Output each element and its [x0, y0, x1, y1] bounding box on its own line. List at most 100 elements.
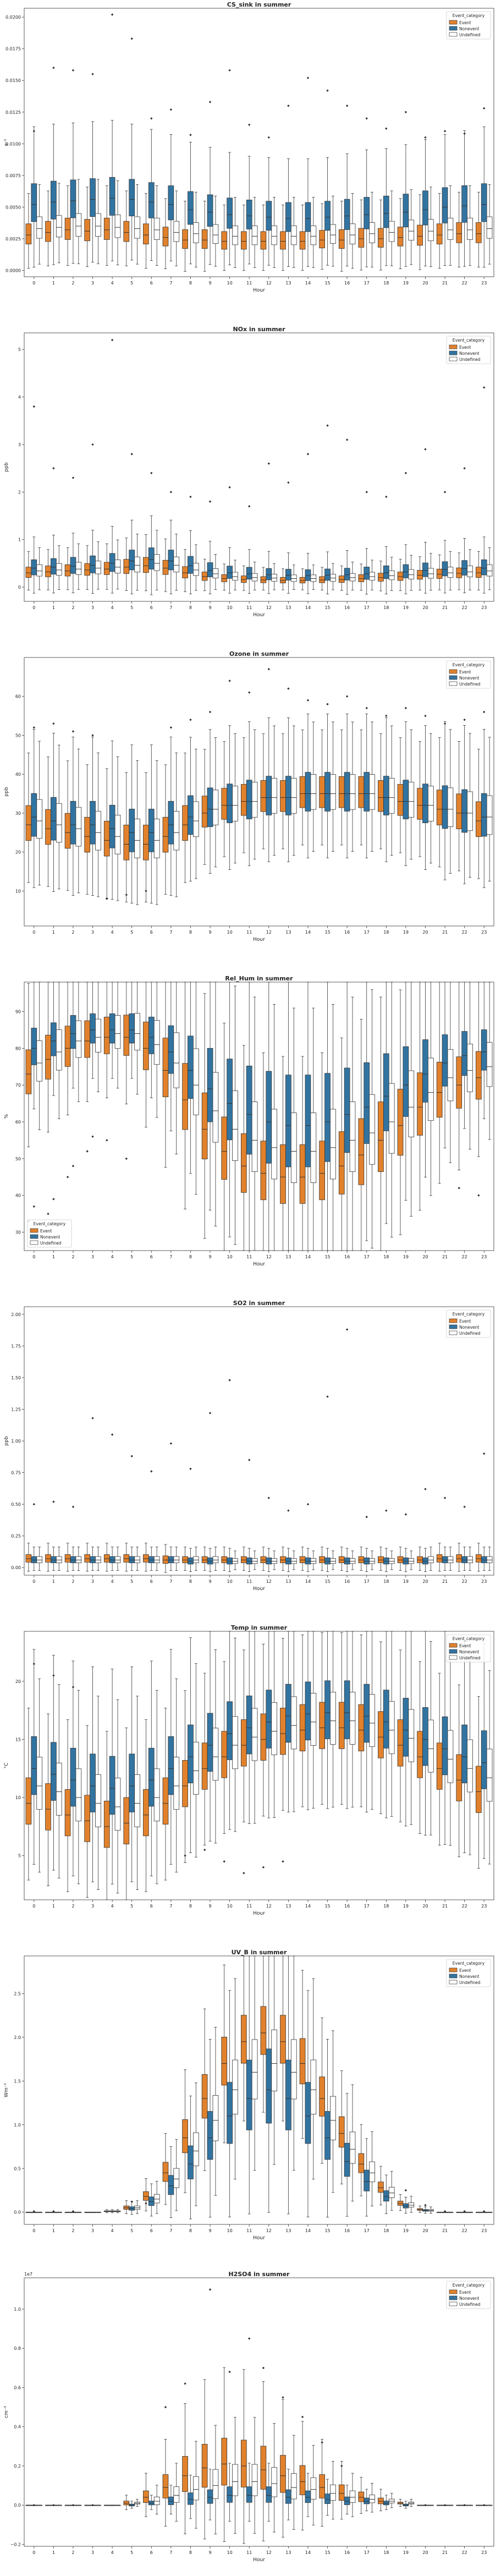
box-nonevent-hour-15	[324, 1680, 331, 1739]
box-nonevent-hour-10	[227, 2082, 233, 2144]
outlier-point	[130, 453, 133, 456]
box-event-hour-5	[123, 1554, 130, 1563]
x-tick-label: 7	[169, 1254, 172, 1259]
box-nonevent-hour-11	[246, 567, 252, 580]
box-event-hour-19	[397, 1719, 404, 1767]
y-tick-label: 2.5	[14, 1991, 21, 1996]
chart-panel-7: H2SO4 in summer −0.2 0.0 0.2 0.4 0.6 0.8 1.0 1e7…	[4, 2271, 494, 2563]
x-tick-label: 22	[462, 2228, 467, 2233]
box-undefined-hour-1	[56, 1556, 62, 1563]
y-tick-label: 10	[15, 889, 21, 894]
box-undefined-hour-15	[330, 2096, 336, 2141]
outlier-point	[483, 386, 486, 389]
box-undefined-hour-11	[251, 782, 258, 818]
box-undefined-hour-2	[75, 1020, 82, 1058]
box-undefined-hour-7	[173, 1556, 180, 1563]
box-event-hour-23	[475, 801, 482, 837]
chart-title: Ozone in summer	[229, 650, 289, 657]
x-tick-label: 20	[422, 605, 428, 610]
box-undefined-hour-13	[290, 2039, 297, 2100]
box-event-hour-2	[64, 813, 71, 849]
outlier-point	[130, 2200, 133, 2203]
x-tick-label: 11	[246, 605, 252, 610]
x-tick-label: 2	[71, 1254, 74, 1259]
outlier-point	[321, 2441, 323, 2444]
box-nonevent-hour-21	[442, 561, 448, 577]
x-tick-label: 16	[344, 1904, 350, 1909]
box-event-hour-10	[221, 2037, 228, 2086]
box-event-hour-15	[319, 776, 325, 808]
box-event-hour-14	[299, 1556, 306, 1563]
box-event-hour-13	[280, 2455, 286, 2493]
box-nonevent-hour-4	[109, 805, 115, 848]
box-nonevent-hour-19	[403, 194, 409, 227]
box-nonevent-hour-15	[324, 1073, 331, 1162]
x-tick-label: 10	[227, 1254, 233, 1259]
x-tick-label: 7	[169, 930, 172, 935]
box-nonevent-hour-23	[481, 793, 487, 837]
y-axis-label: °C	[4, 1763, 9, 1769]
outlier-point	[483, 710, 486, 714]
box-nonevent-hour-7	[168, 1736, 174, 1795]
legend-swatch-event	[449, 1318, 458, 1323]
legend-swatch-undefined	[30, 1240, 38, 1245]
outlier-point	[32, 130, 35, 133]
box-nonevent-hour-12	[266, 776, 272, 815]
y-tick-label: 0.0100	[5, 141, 21, 146]
y-tick-label: 50	[15, 733, 21, 738]
box-nonevent-hour-20	[422, 190, 428, 226]
x-tick-label: 18	[383, 2550, 389, 2555]
box-event-hour-0	[25, 1049, 32, 1094]
box-event-hour-7	[162, 1777, 169, 1825]
box-undefined-hour-0	[36, 564, 43, 577]
outlier-point	[282, 2396, 284, 2399]
box-event-hour-4	[103, 820, 110, 857]
box-undefined-hour-21	[447, 787, 454, 827]
x-tick-label: 5	[130, 1254, 133, 1259]
x-tick-label: 0	[32, 2228, 35, 2233]
box-event-hour-17	[358, 1556, 365, 1563]
box-undefined-hour-1	[56, 563, 62, 576]
outlier-point	[424, 1488, 427, 1490]
box-event-hour-8	[182, 566, 188, 578]
outlier-point	[404, 111, 408, 113]
outlier-point	[306, 453, 310, 456]
box-undefined-hour-22	[467, 1556, 473, 1563]
box-event-hour-15	[319, 1141, 325, 1201]
box-nonevent-hour-9	[207, 2111, 213, 2160]
outlier-point	[91, 1135, 94, 1138]
box-event-hour-12	[260, 2446, 267, 2490]
box-nonevent-hour-5	[129, 179, 135, 217]
x-tick-label: 16	[344, 605, 350, 610]
box-event-hour-19	[397, 784, 404, 816]
box-nonevent-hour-7	[168, 1025, 174, 1074]
box-nonevent-hour-6	[148, 182, 155, 218]
x-tick-label: 17	[364, 281, 370, 286]
box-nonevent-hour-9	[207, 1557, 213, 1565]
box-event-hour-3	[84, 219, 90, 242]
box-nonevent-hour-14	[305, 772, 311, 812]
y-tick-label: 90	[15, 1009, 21, 1014]
box-undefined-hour-6	[153, 554, 160, 571]
outlier-point	[145, 2202, 147, 2205]
box-event-hour-14	[299, 231, 306, 250]
box-event-hour-0	[25, 1777, 32, 1825]
box-undefined-hour-14	[310, 2477, 317, 2500]
x-tick-label: 22	[462, 281, 467, 286]
box-nonevent-hour-12	[266, 1690, 272, 1749]
box-undefined-hour-17	[369, 774, 375, 810]
legend-swatch-undefined	[449, 2301, 458, 2306]
box-undefined-hour-6	[153, 1556, 160, 1563]
box-undefined-hour-19	[408, 782, 415, 818]
box-nonevent-hour-23	[481, 1556, 487, 1563]
outlier-point	[208, 1412, 212, 1415]
box-undefined-hour-18	[388, 1083, 395, 1154]
box-nonevent-hour-4	[109, 1013, 115, 1044]
box-nonevent-hour-9	[207, 562, 213, 577]
y-tick-label: 0.0200	[5, 15, 21, 20]
x-tick-label: 19	[403, 1904, 409, 1909]
box-nonevent-hour-14	[305, 2490, 311, 2503]
legend-label-undefined: Undefined	[459, 32, 481, 37]
